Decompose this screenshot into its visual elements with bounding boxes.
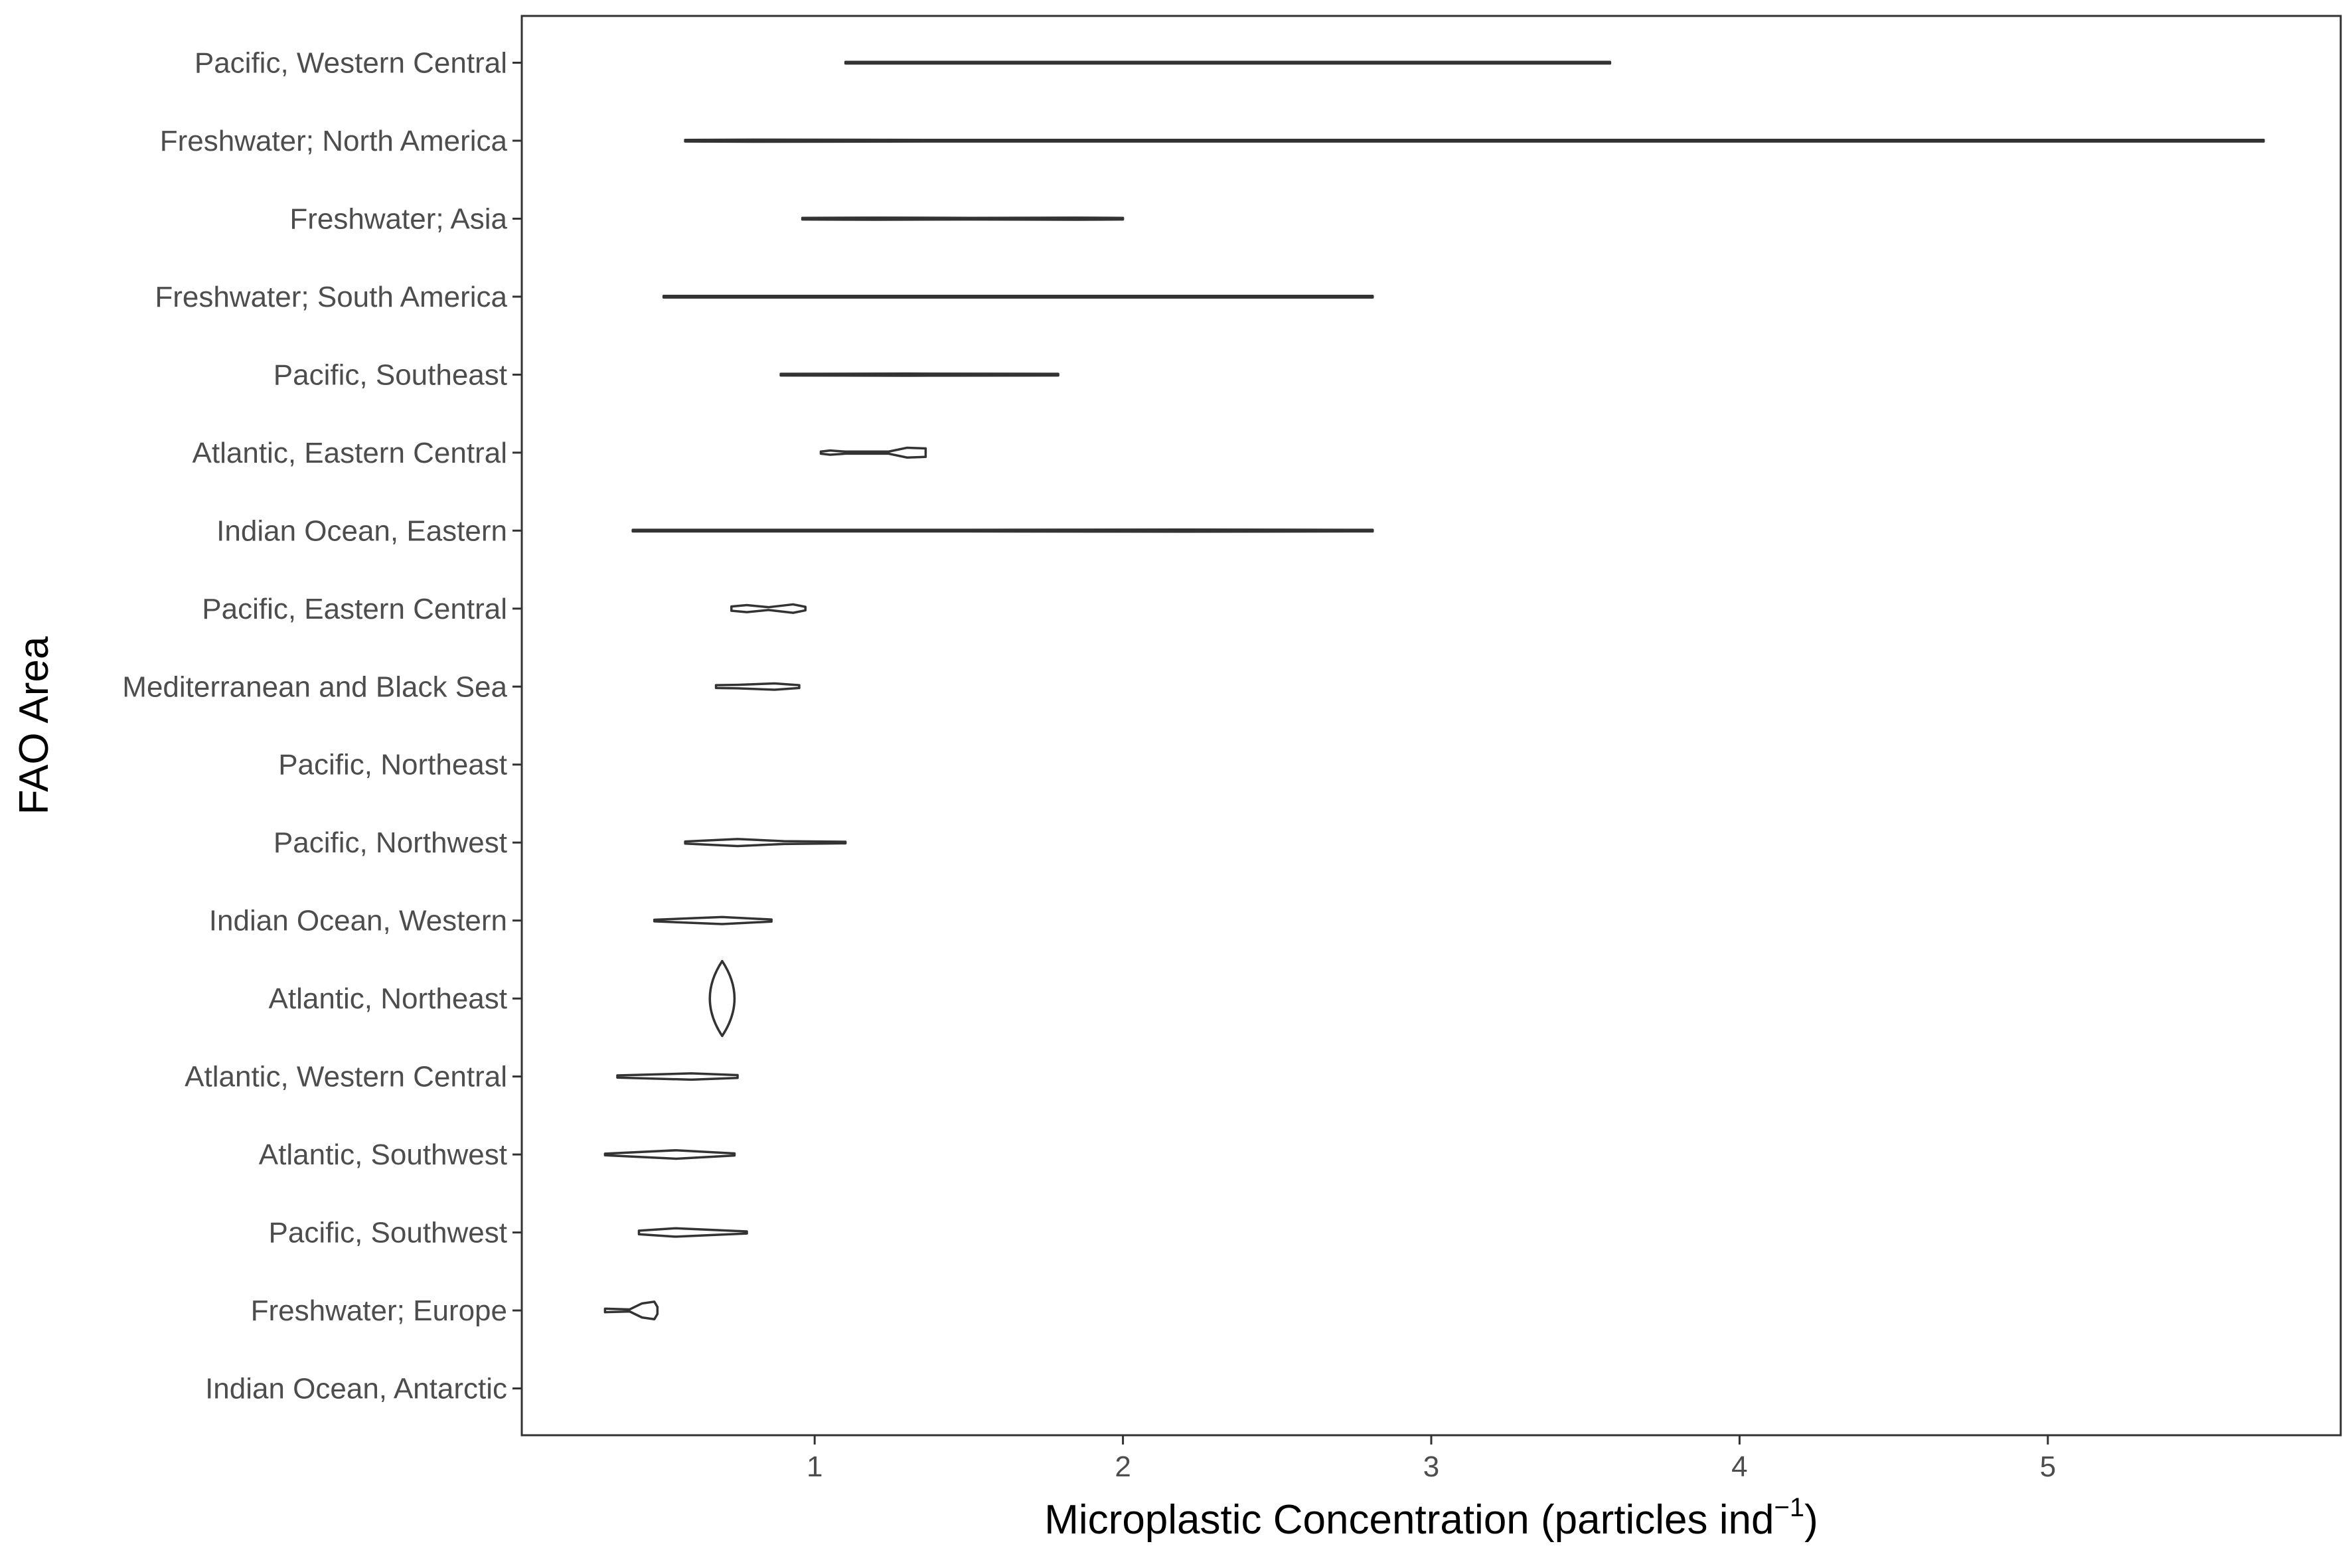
violin-shape [714, 682, 801, 691]
violin-shape [730, 603, 807, 614]
x-tick-label: 5 [2040, 1450, 2056, 1483]
y-tick-label: Freshwater; South America [155, 281, 507, 313]
x-axis: 1 2 3 4 5 [807, 1435, 2056, 1483]
y-tick-label: Indian Ocean, Eastern [216, 514, 507, 547]
y-tick-label: Pacific, Southeast [274, 358, 507, 391]
y-tick-label: Indian Ocean, Western [209, 905, 507, 937]
y-tick-label: Freshwater; Europe [251, 1294, 507, 1327]
y-axis: Pacific, Western Central Freshwater; Nort… [122, 46, 522, 1405]
y-tick-label: Atlantic, Eastern Central [193, 437, 507, 469]
violin-shape [708, 960, 736, 1038]
violin-shape [819, 446, 927, 459]
violin-shape [653, 915, 773, 925]
x-axis-title-close: ) [1804, 1497, 1818, 1543]
x-tick-label: 2 [1115, 1450, 1131, 1483]
violin-shape [603, 1149, 736, 1160]
x-axis-title: Microplastic Concentration (particles in… [1044, 1493, 1818, 1543]
x-tick-label: 4 [1731, 1450, 1747, 1483]
y-tick-label: Pacific, Western Central [195, 46, 507, 79]
violin-shape [684, 138, 2265, 143]
y-tick-label: Pacific, Eastern Central [202, 593, 507, 625]
y-tick-label: Pacific, Northwest [274, 826, 507, 859]
violin-shape [662, 294, 1374, 299]
x-axis-title-superscript: −1 [1774, 1493, 1804, 1522]
violin-shape [779, 372, 1059, 377]
y-tick-label: Freshwater; North America [160, 125, 508, 157]
violin-shape [616, 1072, 739, 1081]
x-axis-title-main: Microplastic Concentration (particles in… [1044, 1497, 1774, 1543]
y-tick-label: Indian Ocean, Antarctic [205, 1373, 507, 1405]
y-tick-label: Freshwater; Asia [289, 202, 507, 235]
y-tick-label: Atlantic, Southwest [259, 1138, 507, 1171]
x-tick-label: 3 [1423, 1450, 1439, 1483]
y-tick-label: Atlantic, Western Central [185, 1061, 507, 1093]
violin-shape [637, 1227, 748, 1238]
y-tick-label: Mediterranean and Black Sea [122, 670, 507, 703]
violin-shape [684, 838, 847, 848]
x-tick-label: 1 [807, 1450, 823, 1483]
y-axis-title: FAO Area [11, 636, 57, 815]
violins-layer [603, 60, 2265, 1321]
y-tick-label: Pacific, Southwest [269, 1217, 508, 1249]
violin-shape [603, 1300, 659, 1321]
y-tick-label: Atlantic, Northeast [269, 982, 508, 1015]
violin-shape [844, 60, 1612, 65]
y-tick-label: Pacific, Northeast [278, 749, 507, 781]
violin-shape [631, 528, 1374, 533]
violin-shape [801, 216, 1125, 221]
